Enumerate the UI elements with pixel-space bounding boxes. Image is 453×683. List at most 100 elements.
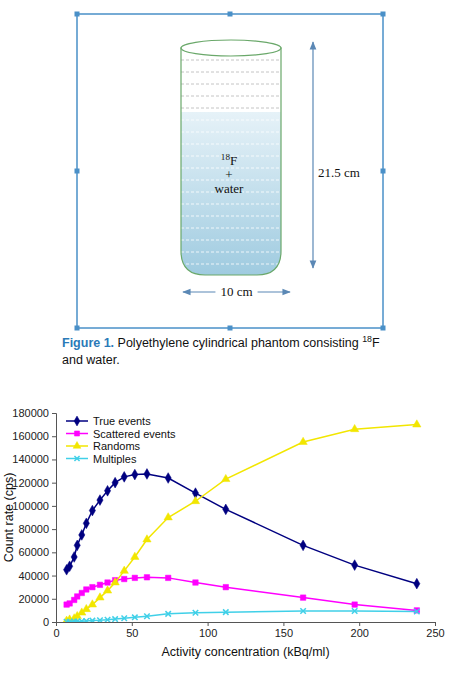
height-label: 21.5 cm bbox=[318, 165, 360, 180]
level-line bbox=[181, 228, 281, 229]
point bbox=[143, 535, 151, 542]
point bbox=[413, 420, 421, 427]
width-label: 10 cm bbox=[220, 284, 252, 299]
point bbox=[112, 477, 118, 488]
series-line bbox=[67, 474, 417, 584]
point bbox=[105, 580, 110, 585]
x-tick-label: 150 bbox=[275, 627, 293, 639]
series-line bbox=[67, 577, 417, 610]
frame-handle bbox=[228, 326, 233, 331]
level-line bbox=[181, 204, 281, 205]
text-part: Polyethylene cylindrical phantom consist… bbox=[114, 336, 362, 350]
x-tick: 0 bbox=[53, 622, 59, 639]
level-line bbox=[181, 216, 281, 217]
point bbox=[89, 505, 95, 516]
point bbox=[193, 580, 198, 585]
point bbox=[164, 513, 172, 520]
point bbox=[352, 560, 358, 571]
caption: and water. bbox=[62, 353, 120, 367]
legend-label: Multiples bbox=[93, 453, 137, 465]
level-line bbox=[181, 144, 281, 145]
frame bbox=[77, 14, 383, 328]
point bbox=[97, 618, 102, 622]
x-tick: 250 bbox=[426, 622, 444, 639]
point bbox=[74, 540, 80, 551]
text-part: water bbox=[215, 181, 245, 196]
point bbox=[300, 540, 306, 551]
text-part: Figure 1. bbox=[62, 336, 114, 350]
point bbox=[414, 578, 420, 589]
y-tick-mark bbox=[52, 599, 56, 600]
height-arrow bbox=[312, 42, 313, 268]
level-line bbox=[181, 72, 281, 73]
point bbox=[121, 616, 126, 621]
series-line bbox=[67, 425, 417, 621]
y-tick: 40000 bbox=[18, 570, 56, 582]
cylinder-top bbox=[181, 40, 281, 56]
point bbox=[165, 611, 170, 616]
point bbox=[132, 575, 137, 580]
y-axis-line bbox=[52, 414, 57, 623]
legend-marker bbox=[74, 431, 79, 436]
x-axis: 050100150200250 bbox=[53, 622, 444, 639]
y-tick: 100000 bbox=[12, 500, 56, 512]
page: 18F+water21.5 cm10 cmFigure 1. Polyethyl… bbox=[0, 0, 453, 683]
x-axis-title: Activity concentration (kBq/ml) bbox=[161, 645, 329, 659]
point bbox=[165, 473, 171, 484]
point bbox=[223, 609, 228, 614]
legend-label: Randoms bbox=[93, 440, 141, 452]
level-line bbox=[181, 264, 281, 265]
point bbox=[88, 600, 96, 607]
point bbox=[79, 530, 85, 541]
y-tick-label: 140000 bbox=[12, 453, 49, 465]
y-tick: 20000 bbox=[18, 593, 56, 605]
point bbox=[299, 437, 307, 444]
point bbox=[84, 618, 89, 622]
y-tick-mark bbox=[52, 436, 56, 437]
point bbox=[84, 587, 89, 592]
point bbox=[112, 616, 117, 621]
y-tick-mark bbox=[52, 413, 56, 414]
content-label: 18F bbox=[221, 152, 237, 168]
chart: 0501001502002500200004000060000800001000… bbox=[2, 407, 445, 659]
y-tick: 80000 bbox=[18, 523, 56, 535]
point bbox=[71, 552, 77, 563]
legend-label: Scattered events bbox=[93, 428, 176, 440]
point bbox=[223, 584, 228, 589]
frame-handle bbox=[75, 326, 80, 331]
x-tick-label: 250 bbox=[426, 627, 444, 639]
y-tick-mark bbox=[52, 622, 56, 623]
frame-handle bbox=[228, 12, 233, 17]
width-arrow bbox=[183, 291, 215, 292]
y-tick-mark bbox=[52, 576, 56, 577]
y-tick-label: 100000 bbox=[12, 500, 49, 512]
legend-entry: Scattered events bbox=[66, 428, 176, 440]
frame-handle bbox=[75, 12, 80, 17]
x-tick-label: 200 bbox=[351, 627, 369, 639]
text-part: F bbox=[230, 153, 237, 168]
legend-entry: True events bbox=[66, 415, 151, 427]
point bbox=[165, 575, 170, 580]
y-tick-mark bbox=[52, 459, 56, 460]
level-line bbox=[181, 132, 281, 133]
point bbox=[103, 586, 111, 593]
caption: Figure 1. Polyethylene cylindrical phant… bbox=[62, 334, 380, 350]
y-tick: 0 bbox=[43, 616, 56, 628]
legend-label: True events bbox=[93, 415, 151, 427]
legend: True eventsScattered eventsRandomsMultip… bbox=[66, 415, 176, 465]
water bbox=[181, 112, 281, 275]
y-tick-mark bbox=[52, 552, 56, 553]
point bbox=[414, 609, 419, 614]
legend-marker bbox=[73, 442, 81, 449]
y-tick: 120000 bbox=[12, 477, 56, 489]
point bbox=[193, 610, 198, 615]
frame-handle bbox=[381, 169, 386, 174]
level-line bbox=[181, 120, 281, 121]
y-tick-label: 0 bbox=[43, 616, 49, 628]
height-label-bg bbox=[316, 165, 362, 180]
point bbox=[104, 485, 110, 496]
y-tick-label: 120000 bbox=[12, 477, 49, 489]
superscript: 18 bbox=[362, 334, 372, 344]
x-tick-mark bbox=[132, 622, 133, 626]
point bbox=[131, 552, 139, 559]
